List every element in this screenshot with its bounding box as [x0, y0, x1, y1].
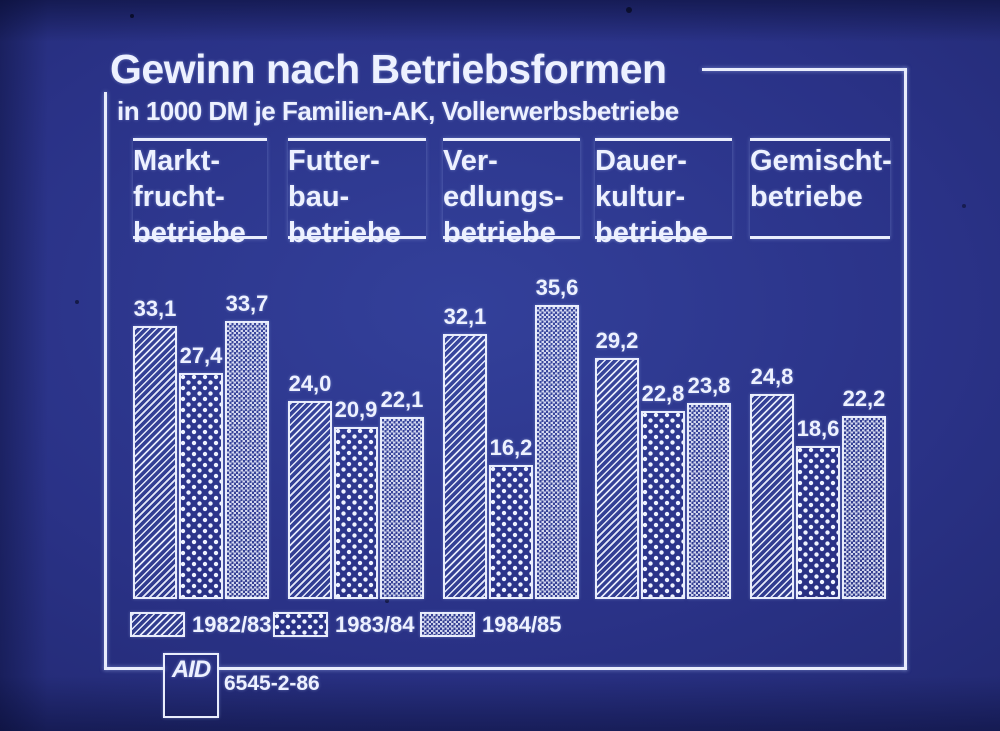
category-header-line: bau- — [288, 181, 350, 213]
bar-1983-84 — [179, 373, 223, 599]
value-label: 32,1 — [443, 304, 487, 329]
legend-swatch-check — [420, 612, 475, 637]
frame-border-bottom-left-segment — [104, 667, 165, 670]
value-label: 22,1 — [380, 387, 424, 412]
category-header-line: betriebe — [750, 181, 863, 213]
bar-1984-85 — [842, 416, 886, 599]
bar-1984-85 — [535, 305, 579, 599]
value-label: 27,4 — [179, 343, 223, 368]
category-header: Futter-bau-betriebe — [288, 138, 426, 249]
bar-1982-83 — [443, 334, 487, 599]
frame-border-right — [904, 68, 907, 670]
bar-1982-83 — [288, 401, 332, 599]
category-header-line: betriebe — [595, 217, 708, 249]
category-header-line: Futter- — [288, 145, 380, 177]
title-rule — [702, 68, 907, 71]
frame-border-left — [104, 92, 107, 669]
bar-1983-84 — [641, 411, 685, 599]
chart-title: Gewinn nach Betriebsformen — [110, 46, 667, 92]
value-label: 35,6 — [535, 275, 579, 300]
bar-1982-83 — [133, 326, 177, 599]
category-header: Markt-frucht-betriebe — [133, 138, 267, 249]
legend-swatch-dots — [273, 612, 328, 637]
legend-label: 1984/85 — [482, 612, 562, 637]
aid-logo: AID — [163, 653, 219, 718]
bar-1982-83 — [595, 358, 639, 599]
bar-1983-84 — [489, 465, 533, 599]
legend-swatch-diag — [130, 612, 185, 637]
frame-border-bottom-right-segment — [219, 667, 907, 670]
dust-specks — [130, 14, 134, 18]
value-label: 20,9 — [334, 397, 378, 422]
value-label: 29,2 — [595, 328, 639, 353]
value-label: 22,8 — [641, 381, 685, 406]
aid-logo-text: AID — [171, 656, 211, 683]
bar-1984-85 — [380, 417, 424, 599]
bar-1982-83 — [750, 394, 794, 599]
category-header-line: Gemischt- — [750, 145, 892, 177]
bar-1984-85 — [225, 321, 269, 599]
category-header-line: Ver- — [443, 145, 498, 177]
category-header: Gemischt-betriebe — [750, 138, 892, 239]
category-header-line: Markt- — [133, 145, 221, 177]
category-header-line: betriebe — [288, 217, 401, 249]
value-label: 23,8 — [687, 373, 731, 398]
category-header-line: frucht- — [133, 181, 225, 213]
legend-label: 1982/83 — [192, 612, 272, 637]
category-header-line: edlungs- — [443, 181, 564, 213]
publication-code: 6545-2-86 — [224, 672, 320, 695]
value-label: 33,1 — [133, 296, 177, 321]
category-header-line: Dauer- — [595, 145, 687, 177]
legend-label: 1983/84 — [335, 612, 415, 637]
category-header: Dauer-kultur-betriebe — [595, 138, 732, 249]
value-label: 16,2 — [489, 435, 533, 460]
value-label: 24,8 — [750, 364, 794, 389]
category-header-line: kultur- — [595, 181, 686, 213]
bar-1983-84 — [334, 427, 378, 599]
chart-subtitle: in 1000 DM je Familien-AK, Vollerwerbsbe… — [117, 96, 679, 126]
value-label: 33,7 — [225, 291, 269, 316]
bar-1984-85 — [687, 403, 731, 599]
value-label: 22,2 — [842, 386, 886, 411]
value-label: 24,0 — [288, 371, 332, 396]
bar-1983-84 — [796, 446, 840, 599]
category-header: Ver-edlungs-betriebe — [443, 138, 580, 249]
category-header-line: betriebe — [133, 217, 246, 249]
category-header-line: betriebe — [443, 217, 556, 249]
value-label: 18,6 — [796, 416, 840, 441]
